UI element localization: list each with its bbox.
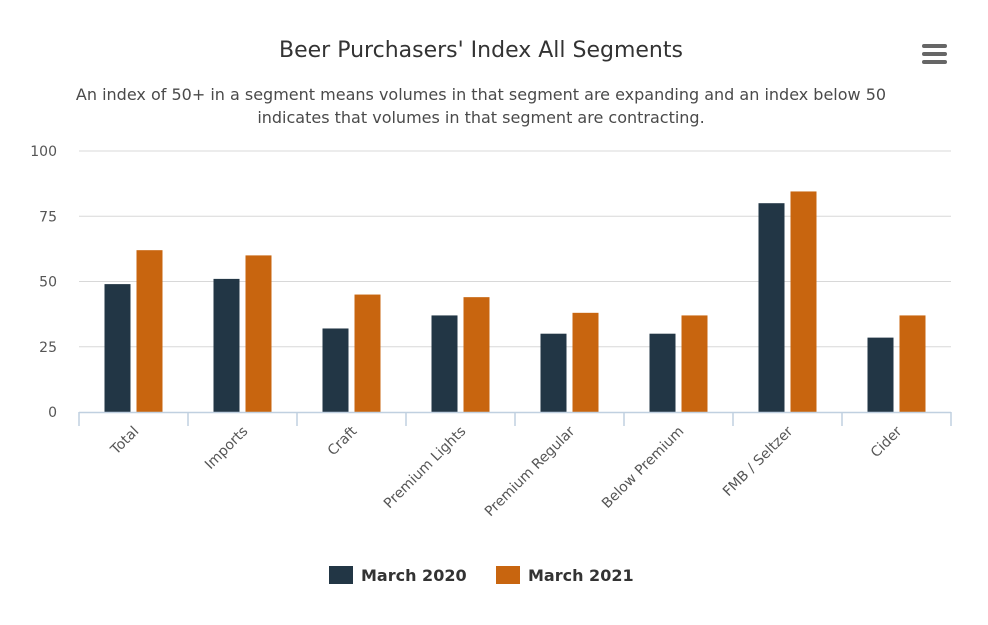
bar-march-2021-premium-lights[interactable] [463, 297, 490, 412]
x-tick-label: Premium Lights [381, 424, 469, 512]
legend[interactable]: March 2020 March 2021 [329, 566, 634, 585]
menu-icon-line [922, 52, 947, 56]
legend-label: March 2020 [361, 566, 467, 585]
bar-march-2020-below-premium[interactable] [649, 333, 676, 412]
bar-march-2021-craft[interactable] [354, 294, 381, 412]
y-tick-label: 75 [39, 209, 57, 225]
bar-march-2020-craft[interactable] [322, 328, 349, 412]
y-axis-tick-labels: 0 25 50 75 100 [30, 144, 57, 421]
bar-march-2020-premium-lights[interactable] [431, 315, 458, 412]
gridlines [79, 150, 951, 348]
legend-item-march-2020[interactable]: March 2020 [329, 566, 467, 585]
bar-march-2021-imports[interactable] [245, 255, 272, 412]
x-tick-label: Craft [325, 423, 361, 459]
menu-icon-line [922, 60, 947, 64]
chart-subtitle-line-2: indicates that volumes in that segment a… [257, 108, 704, 127]
x-tick-label: Below Premium [599, 424, 687, 512]
bar-march-2021-total[interactable] [136, 250, 163, 412]
y-tick-label: 0 [48, 405, 57, 421]
y-tick-label: 100 [30, 144, 57, 160]
bar-march-2021-fmb-seltzer[interactable] [790, 191, 817, 412]
legend-label: March 2021 [528, 566, 634, 585]
chart-menu-button[interactable] [917, 38, 953, 70]
x-axis [78, 411, 952, 426]
bar-march-2020-imports[interactable] [213, 278, 240, 412]
bar-march-2021-cider[interactable] [899, 315, 926, 412]
menu-icon-line [922, 44, 947, 48]
bar-march-2020-cider[interactable] [867, 337, 894, 412]
chart-subtitle-line-1: An index of 50+ in a segment means volum… [76, 85, 886, 104]
bar-march-2020-total[interactable] [104, 284, 131, 412]
bar-march-2021-premium-regular[interactable] [572, 312, 599, 412]
legend-swatch [496, 566, 520, 584]
bar-march-2021-below-premium[interactable] [681, 315, 708, 412]
chart-title: Beer Purchasers' Index All Segments [279, 38, 683, 63]
bar-march-2020-premium-regular[interactable] [540, 333, 567, 412]
x-tick-label: Total [107, 424, 142, 459]
x-tick-label: FMB / Seltzer [720, 423, 797, 500]
legend-item-march-2021[interactable]: March 2021 [496, 566, 634, 585]
x-tick-label: Imports [202, 424, 251, 473]
x-axis-tick-labels: Total Imports Craft Premium Lights Premium R… [107, 423, 905, 520]
bars [104, 191, 926, 412]
y-tick-label: 25 [39, 340, 57, 356]
hamburger-menu-icon[interactable] [922, 44, 947, 64]
bar-march-2020-fmb-seltzer[interactable] [758, 203, 785, 412]
x-tick-label: Premium Regular [482, 423, 579, 520]
x-tick-label: Cider [868, 423, 906, 461]
legend-swatch [329, 566, 353, 584]
y-tick-label: 50 [39, 275, 57, 291]
